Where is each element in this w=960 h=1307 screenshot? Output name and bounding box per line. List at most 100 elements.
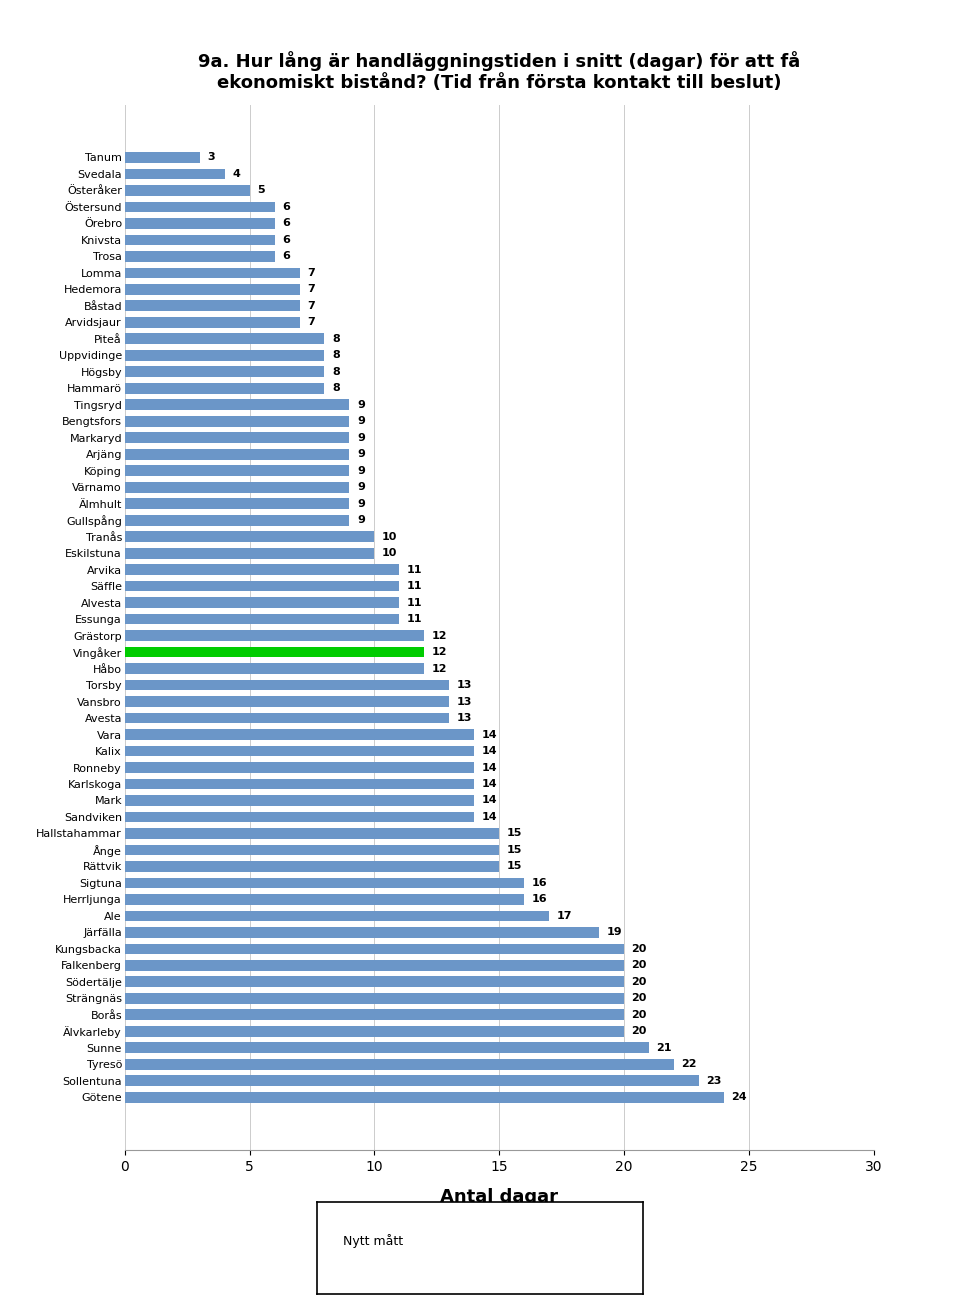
Bar bbox=[125, 647, 424, 657]
Bar bbox=[125, 614, 399, 625]
Bar bbox=[125, 680, 449, 690]
Bar bbox=[125, 465, 349, 476]
Bar bbox=[125, 729, 474, 740]
Text: 10: 10 bbox=[382, 548, 397, 558]
Text: 21: 21 bbox=[657, 1043, 672, 1053]
Text: 10: 10 bbox=[382, 532, 397, 541]
Text: 9: 9 bbox=[357, 450, 365, 459]
Bar bbox=[125, 433, 349, 443]
Bar bbox=[125, 993, 624, 1004]
Bar bbox=[125, 630, 424, 640]
Text: 19: 19 bbox=[607, 928, 622, 937]
Bar bbox=[125, 169, 225, 179]
Bar bbox=[125, 301, 300, 311]
Bar bbox=[125, 1026, 624, 1036]
Text: 6: 6 bbox=[282, 235, 290, 244]
Bar bbox=[125, 350, 324, 361]
Bar bbox=[125, 697, 449, 707]
Text: 20: 20 bbox=[632, 1026, 647, 1036]
Text: 12: 12 bbox=[432, 647, 447, 657]
Text: 11: 11 bbox=[407, 597, 422, 608]
Text: 11: 11 bbox=[407, 565, 422, 575]
Bar bbox=[125, 927, 599, 937]
Bar bbox=[125, 580, 399, 592]
Bar bbox=[125, 152, 200, 163]
Title: 9a. Hur lång är handläggningstiden i snitt (dagar) för att få
ekonomiskt bistånd: 9a. Hur lång är handläggningstiden i sni… bbox=[198, 51, 801, 91]
Text: 22: 22 bbox=[682, 1059, 697, 1069]
Text: 14: 14 bbox=[482, 796, 497, 805]
Text: 12: 12 bbox=[432, 630, 447, 640]
Bar bbox=[125, 779, 474, 789]
Text: 20: 20 bbox=[632, 944, 647, 954]
Text: 8: 8 bbox=[332, 350, 340, 361]
Bar bbox=[125, 829, 499, 839]
Bar bbox=[125, 894, 524, 904]
Text: 23: 23 bbox=[707, 1076, 722, 1086]
Bar bbox=[125, 416, 349, 426]
Bar bbox=[125, 1043, 649, 1053]
Text: 9: 9 bbox=[357, 416, 365, 426]
Text: 13: 13 bbox=[457, 714, 472, 723]
Bar bbox=[125, 498, 349, 508]
Bar bbox=[125, 565, 399, 575]
X-axis label: Antal dagar: Antal dagar bbox=[441, 1188, 558, 1206]
Bar bbox=[125, 844, 499, 855]
Text: 14: 14 bbox=[482, 812, 497, 822]
Bar bbox=[125, 762, 474, 772]
Bar bbox=[125, 961, 624, 971]
Text: 4: 4 bbox=[232, 169, 240, 179]
Text: 8: 8 bbox=[332, 383, 340, 393]
Text: 7: 7 bbox=[307, 318, 315, 327]
Bar bbox=[125, 448, 349, 460]
Text: 9: 9 bbox=[357, 515, 365, 525]
Bar bbox=[125, 201, 275, 212]
Text: 6: 6 bbox=[282, 218, 290, 229]
Text: 9: 9 bbox=[357, 499, 365, 508]
Bar bbox=[125, 861, 499, 872]
Bar bbox=[125, 1009, 624, 1021]
Text: 8: 8 bbox=[332, 333, 340, 344]
Text: 17: 17 bbox=[557, 911, 572, 921]
Bar bbox=[125, 877, 524, 889]
Text: 9: 9 bbox=[357, 465, 365, 476]
Bar bbox=[125, 548, 374, 558]
Bar bbox=[125, 944, 624, 954]
Text: 5: 5 bbox=[257, 186, 265, 196]
Bar bbox=[125, 366, 324, 378]
Text: 16: 16 bbox=[532, 878, 547, 887]
Text: 14: 14 bbox=[482, 746, 497, 755]
Text: 15: 15 bbox=[507, 861, 522, 872]
Text: 9: 9 bbox=[357, 482, 365, 493]
Bar bbox=[125, 532, 374, 542]
Bar bbox=[125, 1091, 724, 1103]
Bar bbox=[125, 400, 349, 410]
Bar bbox=[125, 218, 275, 229]
Bar bbox=[125, 383, 324, 393]
Bar bbox=[125, 911, 549, 921]
Bar bbox=[125, 812, 474, 822]
Text: 12: 12 bbox=[432, 664, 447, 673]
Bar bbox=[125, 746, 474, 757]
Text: 16: 16 bbox=[532, 894, 547, 904]
Bar bbox=[125, 186, 250, 196]
Text: 6: 6 bbox=[282, 201, 290, 212]
Text: 13: 13 bbox=[457, 680, 472, 690]
Text: 13: 13 bbox=[457, 697, 472, 707]
Text: 15: 15 bbox=[507, 844, 522, 855]
Bar bbox=[125, 268, 300, 278]
Text: 14: 14 bbox=[482, 779, 497, 789]
Bar bbox=[125, 284, 300, 294]
Text: 14: 14 bbox=[482, 762, 497, 772]
Bar bbox=[125, 234, 275, 246]
Bar bbox=[125, 515, 349, 525]
Text: 24: 24 bbox=[732, 1093, 747, 1102]
Bar bbox=[125, 663, 424, 674]
Text: 15: 15 bbox=[507, 829, 522, 839]
Bar bbox=[125, 976, 624, 987]
Bar bbox=[125, 1076, 699, 1086]
Text: 7: 7 bbox=[307, 285, 315, 294]
Text: 20: 20 bbox=[632, 1010, 647, 1019]
Text: 6: 6 bbox=[282, 251, 290, 261]
Bar bbox=[125, 482, 349, 493]
Text: 11: 11 bbox=[407, 582, 422, 591]
